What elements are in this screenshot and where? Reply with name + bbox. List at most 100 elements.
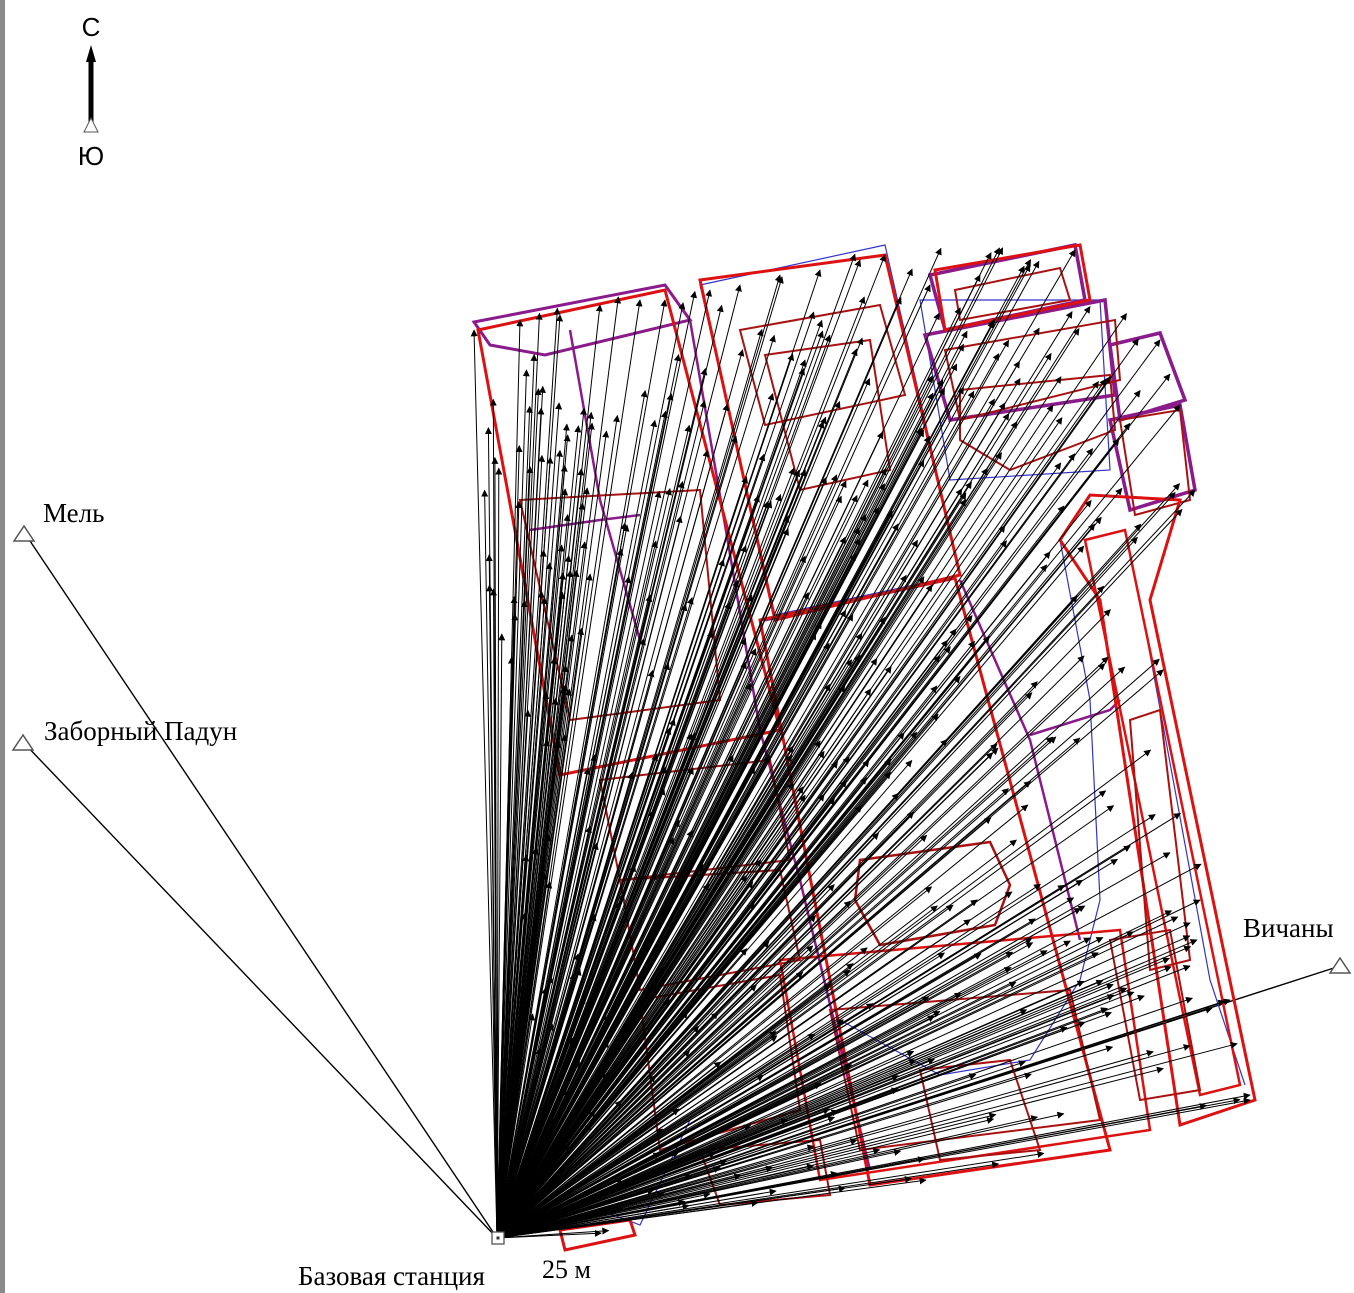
outline-purple <box>471 283 693 357</box>
displacement-vector <box>496 319 524 1239</box>
displacement-vector <box>496 666 1126 1239</box>
zaborny-padun-triangle-icon <box>11 733 35 751</box>
displacement-vector <box>496 1074 764 1239</box>
displacement-vector <box>496 1112 997 1239</box>
displacement-vector <box>496 759 913 1239</box>
outline-purple <box>1108 330 1188 423</box>
displacement-vector <box>496 381 1099 1239</box>
displacement-vector <box>496 852 1171 1239</box>
displacement-vector <box>496 1019 844 1239</box>
displacement-vector <box>496 544 565 1239</box>
outline-red <box>1083 528 1242 1097</box>
displacement-vector <box>496 449 710 1239</box>
displacement-vector <box>496 991 1135 1239</box>
outline-darkred <box>1118 408 1192 517</box>
displacement-vector <box>496 334 776 1239</box>
displacement-vector <box>496 912 528 1239</box>
displacement-vector <box>496 616 886 1239</box>
displacement-vector <box>496 424 692 1239</box>
displacement-vector <box>496 669 655 1239</box>
displacement-vector <box>496 327 1040 1239</box>
displacement-vector <box>496 907 1082 1239</box>
displacement-vector <box>496 367 806 1239</box>
outline-darkred <box>828 988 1102 1152</box>
outline-darkred <box>943 318 1122 422</box>
outline-darkred <box>959 373 1117 472</box>
displacement-vector <box>496 274 782 1239</box>
outline-darkred <box>1108 928 1202 1102</box>
displacement-vector <box>496 289 713 1239</box>
displacement-vector <box>496 314 564 1239</box>
displacement-vector <box>496 545 1085 1239</box>
displacement-vector <box>496 527 860 1239</box>
left-border-rule <box>0 0 5 1293</box>
displacement-vector <box>496 965 1172 1239</box>
displacement-vector <box>496 435 738 1239</box>
displacement-vector <box>470 329 498 1239</box>
displacement-vector <box>496 904 954 1239</box>
outline-darkred <box>763 338 892 492</box>
displacement-vector <box>496 1033 816 1239</box>
displacement-vector <box>496 376 1111 1239</box>
displacement-vector <box>496 937 1104 1239</box>
scale-label: 25 м <box>542 1255 591 1284</box>
displacement-vector <box>496 788 1009 1239</box>
displacement-vector <box>496 448 1094 1239</box>
displacement-vector <box>496 709 532 1239</box>
displacement-vector <box>496 438 1120 1239</box>
displacement-vector <box>496 254 886 1239</box>
displacement-vector <box>496 747 999 1239</box>
displacement-vector <box>496 378 1021 1239</box>
displacement-vector <box>496 488 963 1239</box>
displacement-vector <box>496 998 1231 1239</box>
station-label-base: Базовая станция <box>298 1261 485 1291</box>
displacement-vector <box>496 591 809 1239</box>
displacement-vector <box>496 404 1181 1239</box>
displacement-vector <box>496 736 1057 1239</box>
displacement-vector <box>496 684 569 1239</box>
mel-baseline <box>23 531 498 1239</box>
displacement-vector <box>496 884 835 1239</box>
outline-purple <box>568 329 642 641</box>
displacement-vector <box>496 992 962 1239</box>
displacement-vector <box>496 1044 1191 1239</box>
station-label-vichany: Вичаны <box>1243 913 1334 943</box>
displacement-vector <box>496 609 1111 1239</box>
displacement-vector <box>496 633 506 1239</box>
displacement-vector <box>496 414 620 1239</box>
outline-red <box>778 928 1152 1182</box>
displacement-vector <box>496 390 648 1239</box>
vichany-triangle-icon <box>1328 956 1352 974</box>
displacement-vector <box>496 922 1191 1239</box>
displacement-vector <box>496 385 546 1239</box>
displacement-vector <box>496 1050 1154 1239</box>
displacement-vector <box>486 584 498 1239</box>
station-markers <box>11 524 1352 1245</box>
displacement-vector <box>496 739 948 1239</box>
displacement-vector <box>496 883 1041 1239</box>
displacement-vector <box>496 339 1161 1239</box>
displacement-vector <box>481 489 498 1239</box>
displacement-vector <box>496 637 747 1239</box>
displacement-vector <box>496 859 762 1239</box>
displacement-vector <box>496 939 1198 1239</box>
displacement-vector <box>496 980 1085 1239</box>
south-label: Ю <box>78 141 104 171</box>
displacement-vector <box>496 963 854 1239</box>
displacement-vector <box>496 609 847 1239</box>
displacement-vector <box>496 312 940 1239</box>
displacement-vector <box>496 1010 941 1239</box>
displacement-vector <box>496 734 568 1239</box>
displacement-vector <box>496 490 662 1239</box>
displacement-vector <box>491 456 499 1239</box>
displacement-vector <box>496 965 1191 1239</box>
displacement-vector <box>496 1021 1086 1239</box>
displacement-vector <box>496 900 852 1239</box>
displacement-vector <box>496 269 822 1239</box>
outline-red <box>698 253 962 622</box>
displacement-vector <box>496 306 1091 1239</box>
displacement-vector <box>496 767 591 1239</box>
displacement-vector <box>496 945 1192 1239</box>
displacement-vector <box>496 1138 858 1239</box>
displacement-vector <box>496 576 925 1239</box>
